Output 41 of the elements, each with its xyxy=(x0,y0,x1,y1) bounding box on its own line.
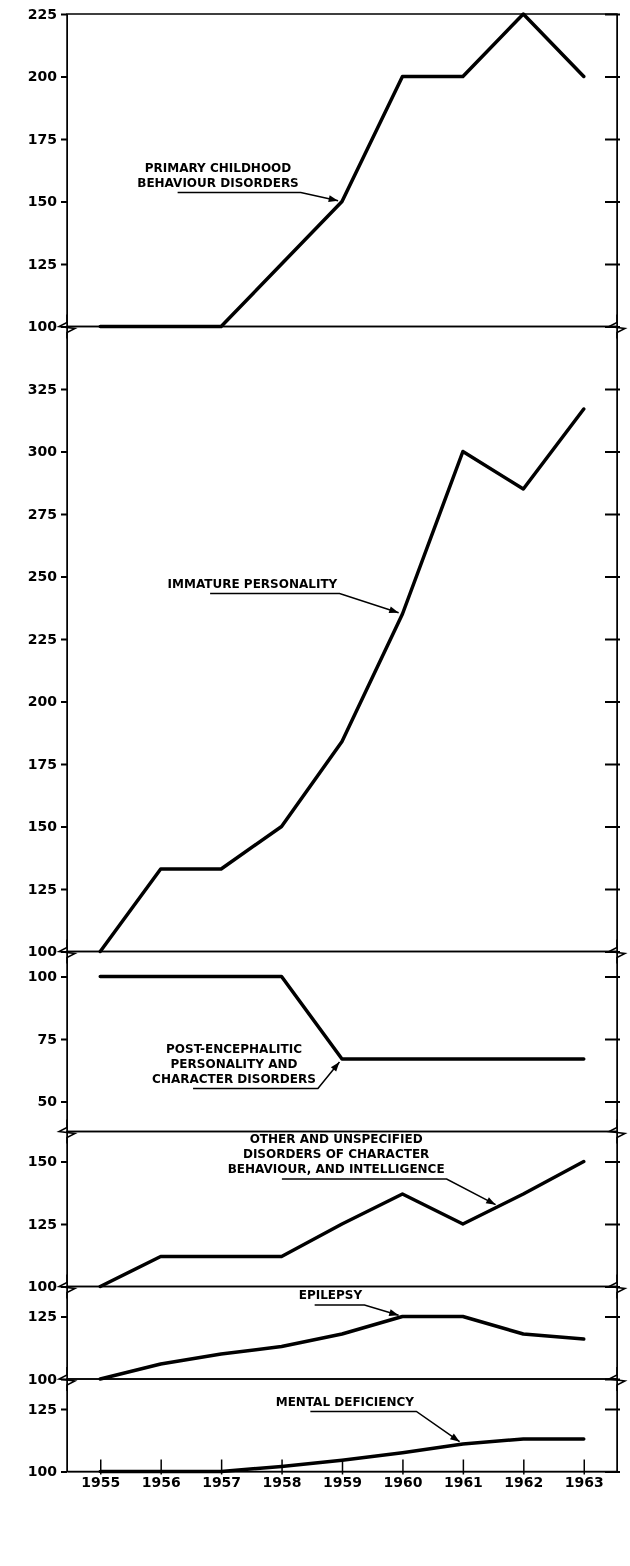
y-tick-label: 100 xyxy=(27,943,58,960)
y-tick-label: 100 xyxy=(27,1278,58,1295)
annotation: EPILEPSY xyxy=(298,1288,363,1302)
y-tick-label: 275 xyxy=(27,505,57,522)
x-tick-label: 1962 xyxy=(504,1474,544,1491)
annotation: POST-ENCEPHALITIC PERSONALITY AND CHARACTER DISORDERS xyxy=(152,1041,316,1086)
y-tick-label: 175 xyxy=(27,755,57,772)
y-tick-label: 225 xyxy=(27,5,57,22)
x-tick-label: 1960 xyxy=(383,1474,423,1491)
annotation: IMMATURE PERSONALITY xyxy=(167,576,338,591)
x-tick-label: 1958 xyxy=(262,1474,302,1491)
y-tick-label: 75 xyxy=(37,1030,57,1047)
x-tick-label: 1963 xyxy=(564,1474,604,1491)
annotation: MENTAL DEFICIENCY xyxy=(275,1394,415,1409)
y-tick-label: 125 xyxy=(27,1308,57,1325)
x-tick-label: 1955 xyxy=(81,1474,121,1491)
x-tick-label: 1961 xyxy=(443,1474,483,1491)
y-tick-label: 200 xyxy=(27,693,58,710)
y-tick-label: 125 xyxy=(27,1215,57,1232)
y-tick-label: 250 xyxy=(27,568,58,585)
y-tick-label: 175 xyxy=(27,130,57,147)
y-tick-label: 100 xyxy=(27,1370,58,1387)
x-tick-label: 1957 xyxy=(202,1474,242,1491)
x-tick-label: 1956 xyxy=(141,1474,181,1491)
y-tick-label: 50 xyxy=(37,1093,58,1110)
y-tick-label: 100 xyxy=(27,318,58,335)
annotation: OTHER AND UNSPECIFIED DISORDERS OF CHARACTER BEHAVIOUR, AND INTELLIGENCE xyxy=(227,1132,445,1176)
x-tick-label: 1959 xyxy=(323,1474,362,1491)
y-tick-label: 325 xyxy=(27,380,57,397)
y-tick-label: 100 xyxy=(27,1463,58,1480)
y-tick-label: 300 xyxy=(27,443,58,460)
y-tick-label: 125 xyxy=(27,880,57,897)
y-tick-label: 150 xyxy=(27,1153,58,1170)
y-tick-label: 225 xyxy=(27,630,57,647)
y-tick-label: 100 xyxy=(27,968,58,985)
y-tick-label: 150 xyxy=(27,193,58,210)
annotation: PRIMARY CHILDHOOD BEHAVIOUR DISORDERS xyxy=(137,160,299,190)
y-tick-label: 125 xyxy=(27,1400,57,1417)
y-tick-label: 200 xyxy=(27,68,58,85)
y-tick-label: 150 xyxy=(27,818,58,835)
y-tick-label: 125 xyxy=(27,255,57,272)
